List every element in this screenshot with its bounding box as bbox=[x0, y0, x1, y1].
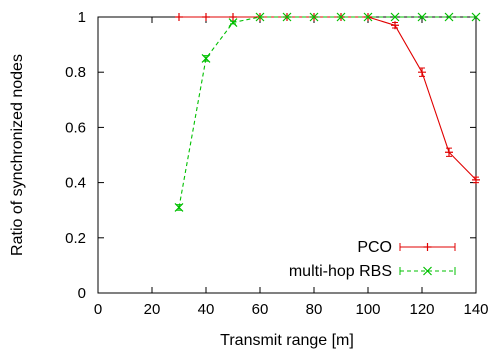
legend-label: multi-hop RBS bbox=[289, 263, 392, 280]
x-tick-label: 120 bbox=[409, 301, 434, 318]
y-tick-label: 0 bbox=[78, 285, 86, 302]
legend-marker bbox=[423, 243, 432, 251]
data-point bbox=[471, 12, 481, 22]
data-point bbox=[445, 148, 453, 157]
x-tick-label: 60 bbox=[252, 301, 269, 318]
y-tick-label: 1 bbox=[78, 9, 86, 26]
data-point bbox=[175, 13, 183, 21]
x-tick-label: 140 bbox=[463, 301, 488, 318]
data-point bbox=[201, 53, 211, 63]
x-tick-label: 0 bbox=[94, 301, 102, 318]
data-point bbox=[390, 12, 400, 22]
data-point bbox=[309, 12, 319, 22]
legend-marker bbox=[423, 266, 432, 276]
data-point bbox=[418, 68, 426, 77]
data-point bbox=[336, 12, 346, 22]
legend-errbar-cap bbox=[399, 243, 456, 251]
legend-label: PCO bbox=[357, 239, 392, 256]
data-point bbox=[229, 13, 237, 21]
data-point bbox=[472, 175, 480, 184]
series-line-1 bbox=[179, 16, 477, 181]
data-point bbox=[202, 13, 210, 21]
x-tick-label: 80 bbox=[306, 301, 323, 318]
data-point bbox=[255, 12, 265, 22]
data-point bbox=[391, 21, 399, 30]
data-point bbox=[174, 203, 184, 212]
x-tick-label: 20 bbox=[144, 301, 161, 318]
legend: PCO multi-hop RBS bbox=[289, 239, 456, 280]
x-axis-label: Transmit range [m] bbox=[220, 332, 354, 349]
y-tick-label: 0.8 bbox=[65, 64, 86, 81]
y-axis-label: Ratio of synchronized nodes bbox=[9, 54, 26, 256]
data-point bbox=[363, 12, 373, 22]
y-tick-label: 0.2 bbox=[65, 230, 86, 247]
data-point bbox=[444, 12, 454, 22]
x-tick-label: 100 bbox=[355, 301, 380, 318]
plot-area: 0 20 40 60 80 100 120 140 0 0.2 0.4 0.6 0.8 1 bbox=[65, 9, 488, 318]
y-tick-label: 0.6 bbox=[65, 119, 86, 136]
y-tick-label: 0.4 bbox=[65, 175, 86, 192]
x-tick-label: 40 bbox=[198, 301, 215, 318]
data-point bbox=[417, 12, 427, 22]
data-point bbox=[228, 18, 238, 27]
legend-errbar-cap bbox=[399, 267, 456, 275]
series-line-2 bbox=[178, 16, 476, 208]
data-point bbox=[282, 12, 292, 22]
plot-frame bbox=[97, 16, 477, 294]
